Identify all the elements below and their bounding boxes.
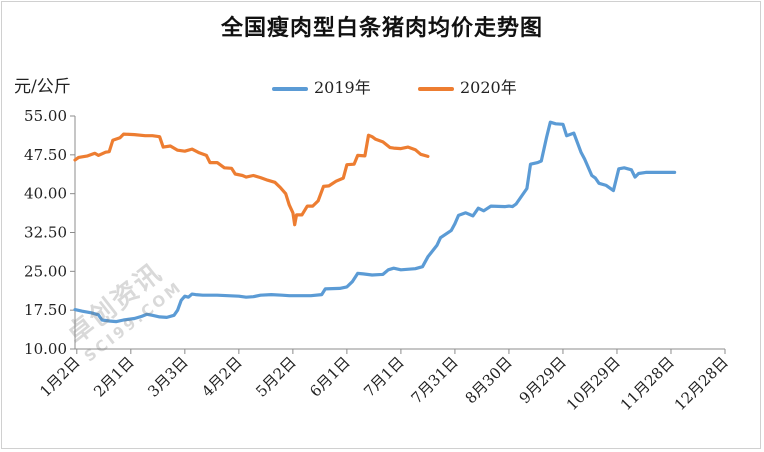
chart-title: 全国瘦肉型白条猪肉均价走势图 — [220, 15, 543, 41]
x-tick-label: 1月2日 — [36, 353, 83, 400]
x-tick-label: 5月2日 — [252, 353, 299, 400]
x-tick-label: 7月1日 — [360, 353, 407, 400]
x-tick-label: 7月31日 — [408, 353, 462, 407]
y-tick-label: 25.00 — [24, 262, 67, 280]
legend-item-2020: 2020年 — [418, 74, 517, 97]
legend-swatch-2020 — [418, 86, 454, 91]
y-tick-label: 55.00 — [24, 107, 67, 125]
series-line-1 — [73, 132, 430, 227]
y-tick-label: 40.00 — [24, 185, 67, 203]
legend-label-2019: 2019年 — [314, 78, 371, 97]
legend-label-2020: 2020年 — [460, 78, 517, 97]
y-tick-label: 10.00 — [24, 340, 67, 358]
x-tick-label: 9月29日 — [516, 353, 570, 407]
x-tick-label: 2月1日 — [90, 353, 137, 400]
series-line-0 — [73, 120, 677, 324]
x-tick-label: 12月28日 — [671, 353, 732, 414]
legend-item-2019: 2019年 — [272, 74, 371, 97]
x-tick-label: 4月2日 — [198, 353, 245, 400]
x-tick-label: 3月3日 — [144, 353, 191, 400]
legend-swatch-2019 — [272, 86, 308, 91]
y-axis-unit-label: 元/公斤 — [14, 77, 71, 97]
x-tick-label: 6月1日 — [306, 353, 353, 400]
x-tick-label: 10月29日 — [563, 353, 624, 414]
y-tick-label: 47.50 — [24, 146, 67, 164]
y-tick-label: 17.50 — [24, 301, 67, 319]
x-tick-label: 11月28日 — [617, 353, 678, 414]
x-tick-label: 8月30日 — [462, 353, 516, 407]
y-tick-label: 32.50 — [24, 224, 67, 242]
